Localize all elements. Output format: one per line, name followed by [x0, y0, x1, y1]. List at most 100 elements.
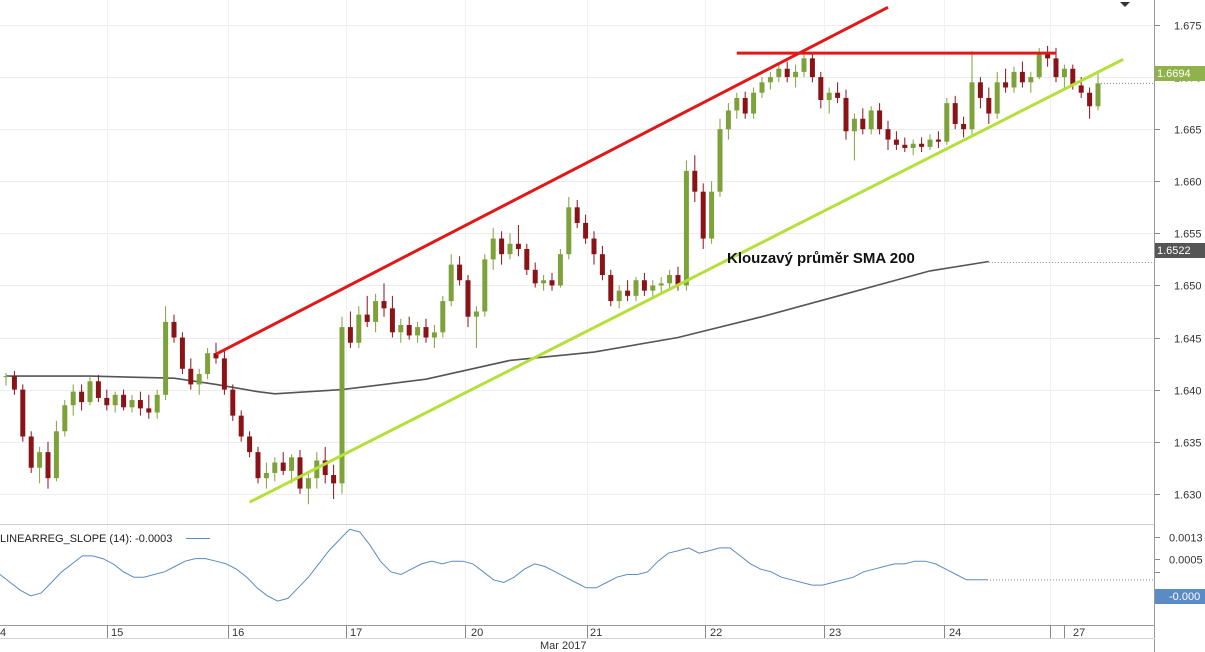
candle: [415, 321, 421, 343]
upper-channel-line: [215, 5, 889, 356]
candle-body: [877, 110, 883, 130]
candle: [289, 454, 295, 484]
candle-body: [591, 238, 597, 255]
candle: [725, 103, 731, 140]
candle-body: [154, 394, 160, 413]
month-label: Mar 2017: [540, 640, 586, 652]
candle: [37, 446, 43, 484]
candle-body: [473, 311, 479, 317]
candle: [11, 370, 17, 395]
candle: [347, 311, 353, 348]
candle: [633, 277, 639, 302]
candle-body: [423, 327, 429, 338]
candle: [952, 95, 958, 130]
candle-body: [658, 283, 664, 286]
candle-body: [616, 290, 622, 302]
candle-body: [994, 82, 1000, 114]
candle: [591, 231, 597, 265]
candle-body: [860, 118, 866, 130]
candle-body: [238, 415, 244, 437]
candle-body: [885, 129, 891, 140]
candle: [767, 71, 773, 90]
candle: [658, 277, 664, 294]
candle-body: [734, 97, 740, 111]
candle: [104, 389, 110, 411]
candle-body: [11, 376, 17, 390]
candle-body: [70, 391, 76, 406]
candle-body: [574, 207, 580, 223]
candle: [1045, 45, 1051, 67]
candle: [683, 160, 689, 291]
candle-body: [826, 92, 832, 101]
candle-body: [415, 327, 421, 336]
candle: [179, 332, 185, 374]
candle: [700, 183, 706, 249]
candle-body: [952, 103, 958, 124]
candle: [196, 368, 202, 395]
candle: [549, 272, 555, 291]
candle-body: [490, 238, 496, 260]
candle: [499, 231, 505, 265]
indicator-axis: 0.0013 0.0005: [1155, 533, 1203, 573]
candle-body: [1019, 71, 1025, 83]
candle: [1011, 66, 1017, 93]
candle-body: [893, 139, 899, 145]
candle-body: [289, 457, 295, 471]
candle: [809, 54, 815, 83]
candle-body: [725, 110, 731, 130]
indicator-tick-label: 0.0013: [1169, 533, 1203, 545]
candle-body: [129, 400, 135, 408]
time-tick-label: 22: [710, 627, 722, 639]
candle: [3, 372, 9, 386]
indicator-legend: LINEARREG_SLOPE (14): -0.0003: [0, 533, 172, 545]
price-tick-label: 1.655: [1174, 229, 1202, 241]
candle-body: [322, 460, 328, 476]
scroll-down-icon[interactable]: [1120, 2, 1130, 7]
candle: [154, 389, 160, 419]
candle-body: [373, 301, 379, 322]
time-tick-label: 4: [0, 627, 6, 639]
sma-200-line: [6, 260, 989, 395]
candle: [205, 347, 211, 380]
candle: [255, 446, 261, 484]
candle: [751, 87, 757, 119]
candle: [280, 452, 286, 476]
time-tick-label: 21: [590, 627, 602, 639]
candle: [331, 464, 337, 499]
candle-body: [213, 353, 219, 359]
candle-body: [919, 143, 925, 147]
candle: [238, 410, 244, 442]
candle: [961, 116, 967, 138]
candle: [473, 306, 479, 348]
candle: [784, 61, 790, 83]
candle-body: [137, 400, 143, 409]
price-tick-label: 1.645: [1174, 334, 1202, 346]
candle-body: [1053, 58, 1059, 78]
candle-body: [818, 77, 824, 101]
candle-body: [95, 381, 101, 398]
price-badges: 1.6694 1.6522 -0.000: [1155, 66, 1205, 604]
candle-body: [339, 327, 345, 484]
candle-body: [482, 259, 488, 312]
candle: [734, 92, 740, 119]
candle-body: [62, 405, 68, 432]
candle-body: [448, 264, 454, 302]
candle: [297, 450, 303, 494]
candle-body: [1003, 82, 1009, 88]
candle: [885, 120, 891, 151]
candle-body: [499, 238, 505, 255]
candle: [515, 225, 521, 257]
candle-body: [944, 103, 950, 142]
candle-body: [650, 285, 656, 291]
candle: [583, 214, 589, 244]
candle-body: [902, 144, 908, 148]
candle-body: [835, 92, 841, 98]
candle: [230, 384, 236, 421]
candle-body: [347, 327, 353, 343]
time-tick-label: 27: [1073, 627, 1085, 639]
candle-body: [431, 332, 437, 338]
candle: [440, 295, 446, 338]
candle: [616, 285, 622, 309]
candle-body: [389, 308, 395, 333]
